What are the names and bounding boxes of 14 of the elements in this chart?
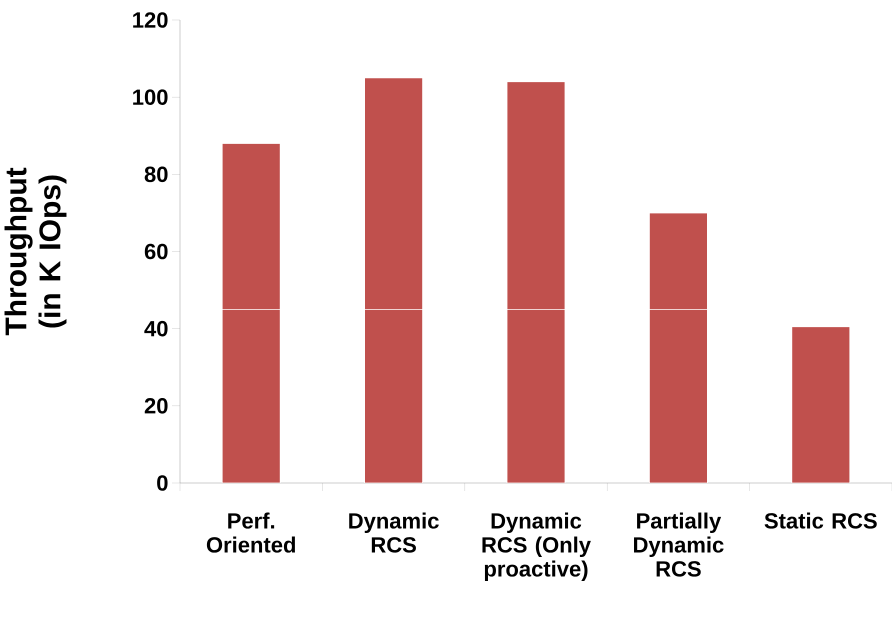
x-tick-label: Partially Dynamic RCS bbox=[634, 512, 724, 577]
y-axis-title: Throughput (in K IOps) bbox=[4, 168, 66, 336]
y-tick-label: 20 bbox=[144, 398, 168, 414]
y-tick-label: 0 bbox=[157, 475, 168, 491]
x-tick-label: Dynamic RCS (Only proactive) bbox=[482, 512, 591, 582]
y-tick-label: 100 bbox=[133, 89, 168, 105]
x-tick-label: Perf. Oriented bbox=[206, 512, 295, 553]
bar bbox=[791, 326, 850, 483]
y-tick-label: 120 bbox=[133, 12, 168, 28]
x-tick-label: Static RCS bbox=[764, 512, 877, 529]
y-tick-label: 60 bbox=[144, 244, 168, 260]
x-tick-label: Dynamic RCS bbox=[349, 512, 439, 553]
y-tick-label: 40 bbox=[144, 320, 168, 336]
y-tick-label: 80 bbox=[144, 166, 168, 182]
